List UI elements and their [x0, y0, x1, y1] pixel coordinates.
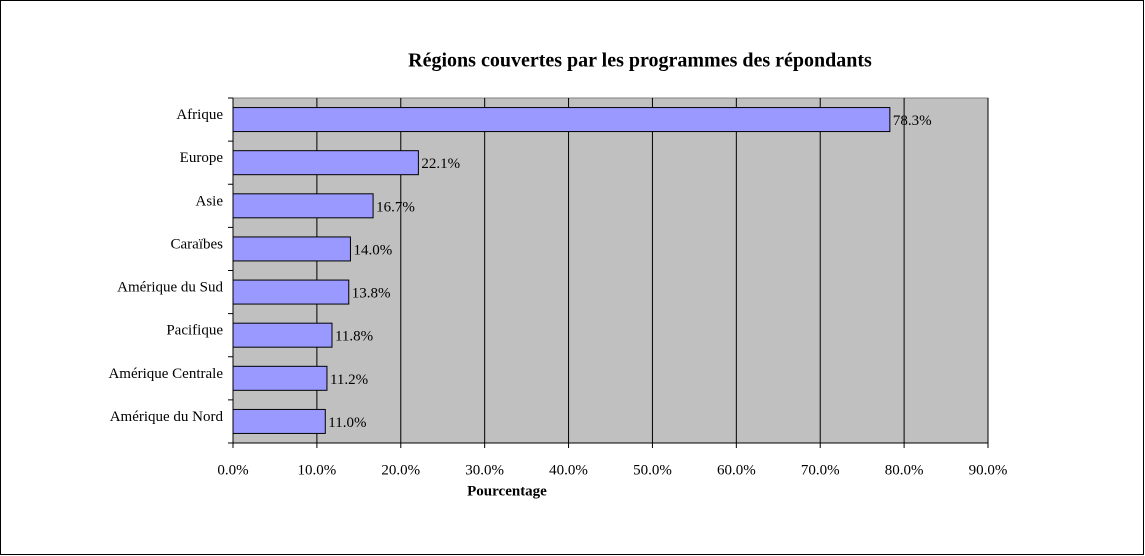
value-label: 14.0% — [353, 242, 392, 258]
y-tick-label: Pacifique — [166, 323, 223, 339]
x-tick-label: 20.0% — [381, 462, 420, 478]
bar — [232, 408, 326, 434]
y-tick-label: Amérique du Nord — [110, 409, 224, 425]
bar — [232, 236, 351, 262]
x-axis-title: Pourcentage — [467, 483, 547, 499]
x-tick-label: 90.0% — [969, 462, 1008, 478]
y-tick-label: Asie — [196, 193, 224, 209]
value-label: 78.3% — [893, 113, 932, 129]
x-tick-label: 0.0% — [217, 462, 248, 478]
bar — [232, 322, 333, 348]
y-tick-label: Europe — [180, 150, 224, 166]
x-tick-label: 70.0% — [801, 462, 840, 478]
bar — [232, 365, 328, 391]
value-label: 16.7% — [376, 199, 415, 215]
y-tick-label: Amérique Centrale — [108, 366, 223, 382]
chart-title: Régions couvertes par les programmes des… — [408, 50, 872, 72]
bar — [232, 279, 350, 305]
x-tick-label: 80.0% — [885, 462, 924, 478]
bar — [232, 193, 374, 219]
y-tick-label: Afrique — [176, 107, 223, 123]
plot-area — [232, 97, 989, 444]
x-tick-label: 50.0% — [633, 462, 672, 478]
x-tick-label: 30.0% — [465, 462, 504, 478]
x-tick-label: 60.0% — [717, 462, 756, 478]
value-label: 11.0% — [328, 415, 366, 431]
value-label: 11.2% — [330, 372, 368, 388]
y-tick-label: Caraïbes — [171, 236, 224, 252]
value-label: 22.1% — [421, 156, 460, 172]
x-tick-label: 10.0% — [298, 462, 337, 478]
value-label: 11.8% — [335, 329, 373, 345]
x-tick-label: 40.0% — [549, 462, 588, 478]
bar — [232, 107, 891, 133]
bar — [232, 150, 419, 176]
y-tick-label: Amérique du Sud — [117, 280, 223, 296]
value-label: 13.8% — [352, 286, 391, 302]
